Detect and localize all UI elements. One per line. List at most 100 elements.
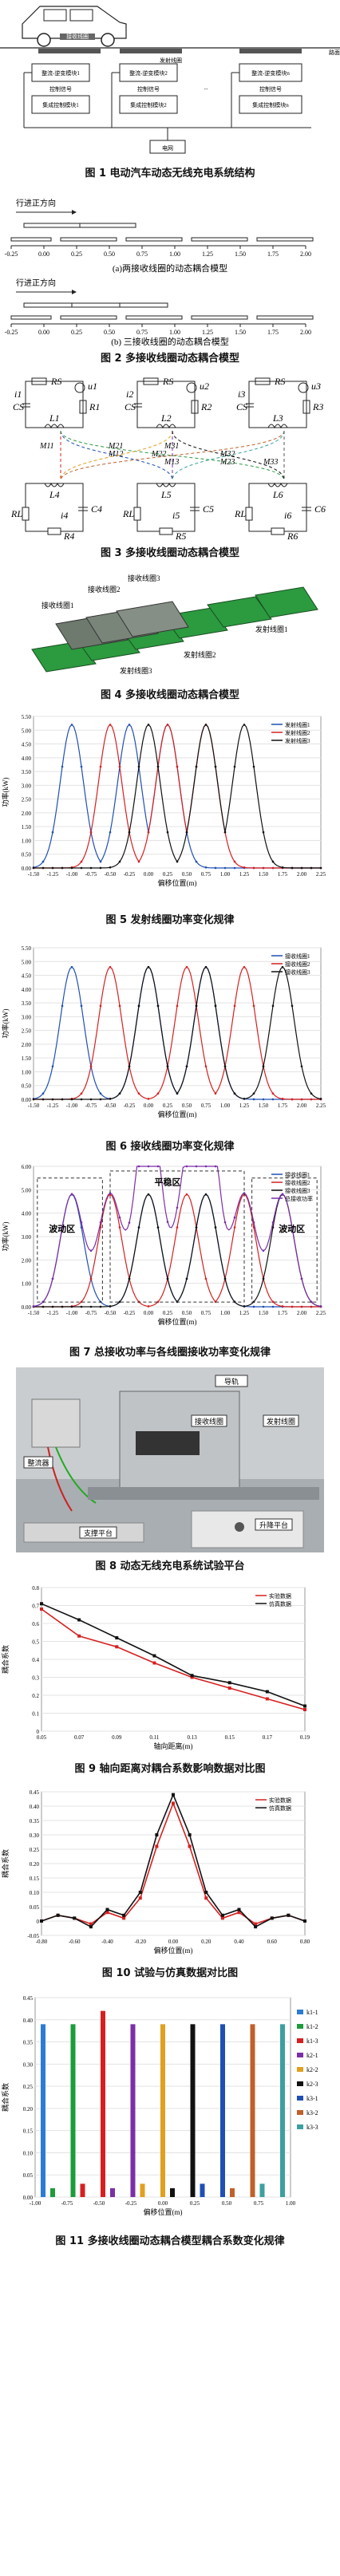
svg-text:集成控制模块2: 集成控制模块2 xyxy=(130,101,167,108)
data-point xyxy=(243,1305,246,1308)
y-tick-label: 0.15 xyxy=(23,2128,34,2135)
figure-4: 接收线圈1 接收线圈2 接收线圈3 发射线圈1 发射线圈2 发射线圈3 图 4 … xyxy=(0,568,340,704)
y-tick-label: 4.00 xyxy=(22,1211,32,1217)
x-tick-label: 0.75 xyxy=(254,2200,264,2207)
mutual-label: M12 xyxy=(108,450,123,459)
data-point xyxy=(99,1004,102,1008)
figure-5-caption: 图 5 发射线圈功率变化规律 xyxy=(105,914,235,926)
svg-text:R6: R6 xyxy=(287,531,298,541)
data-point xyxy=(233,1226,236,1229)
tick-label: 1.50 xyxy=(235,329,246,336)
x-tick-label: -0.75 xyxy=(61,2200,73,2207)
figure-1: 接收线圈 路面 发射线圈 整流-逆变模块1 控制信号 集成控制模块1 整流-逆变… xyxy=(0,0,340,185)
y-tick-label: 0.25 xyxy=(30,1847,40,1853)
y-tick-label: 1.50 xyxy=(22,1055,32,1062)
data-point xyxy=(271,1221,275,1224)
data-point xyxy=(42,1098,45,1101)
data-point xyxy=(243,965,246,968)
x-axis-label: 偏移位置(m) xyxy=(144,2207,183,2216)
data-point xyxy=(109,724,112,726)
y-tick-label: 0.40 xyxy=(23,2018,34,2024)
tick-label: -0.25 xyxy=(5,250,18,258)
y-tick-label: 3.00 xyxy=(22,1234,32,1241)
svg-text:u1: u1 xyxy=(88,381,97,392)
data-point xyxy=(115,1645,119,1649)
x-axis-label: 偏移位置(m) xyxy=(154,1946,193,1955)
data-point xyxy=(56,1913,60,1917)
data-point xyxy=(89,1098,93,1101)
data-point xyxy=(137,1004,140,1008)
module-n: 整流-逆变模块n 控制信号 集成控制模块n xyxy=(239,63,302,114)
module-1: 整流-逆变模块1 控制信号 集成控制模块1 xyxy=(31,63,90,114)
x-tick-label: 1.75 xyxy=(278,1103,288,1109)
data-point xyxy=(77,1634,81,1638)
data-point xyxy=(138,1891,142,1894)
data-point xyxy=(156,1300,160,1304)
mutual-inductance-links: M11 M12 M13 M21 M22 M23 M31 M32 M33 xyxy=(39,430,285,481)
data-point xyxy=(99,1092,102,1095)
y-axis-label: 功率(kW) xyxy=(1,1222,10,1252)
data-point xyxy=(89,1249,93,1252)
bar xyxy=(110,2187,115,2197)
data-point xyxy=(166,724,169,726)
data-point xyxy=(172,1801,175,1805)
legend-entry: 接收线圈3 xyxy=(285,968,310,976)
x-tick-label: 0.25 xyxy=(163,1103,173,1109)
y-tick-label: 0.35 xyxy=(30,1818,40,1825)
x-tick-label: 2.00 xyxy=(297,1103,307,1109)
x-tick-label: -0.25 xyxy=(124,1310,136,1316)
data-point xyxy=(70,866,73,870)
legend-entry: k2-2 xyxy=(306,2066,318,2073)
direction-label-b: 行进正方向 xyxy=(16,278,56,288)
data-point xyxy=(152,1661,156,1665)
data-point xyxy=(243,1192,246,1194)
legend-entry: 总接收功率 xyxy=(285,1195,313,1202)
y-tick-label: 5.50 xyxy=(22,945,32,952)
x-tick-label: 0.75 xyxy=(201,871,212,878)
data-point xyxy=(233,765,236,768)
y-tick-label: 0.50 xyxy=(22,1083,32,1090)
y-tick-label: 0.20 xyxy=(30,1861,40,1868)
data-point xyxy=(281,1098,284,1100)
y-tick-label: 5.00 xyxy=(22,1187,32,1193)
x-tick-label: -1.00 xyxy=(66,871,78,878)
data-point xyxy=(176,765,179,768)
svg-text:RL: RL xyxy=(122,508,134,519)
coupling-coefficient-bar-chart: 0.00 0.05 0.10 0.15 0.20 0.25 0.30 0.35 0.40 0.45… xyxy=(1,1995,318,2216)
data-point xyxy=(99,1305,102,1308)
rectifier-box xyxy=(31,1398,81,1448)
data-point xyxy=(147,1165,150,1168)
data-point xyxy=(204,1896,208,1900)
data-point xyxy=(73,1916,77,1920)
data-point xyxy=(32,1098,35,1101)
data-point xyxy=(204,965,208,968)
data-point xyxy=(89,1277,93,1280)
x-tick-label: 1.25 xyxy=(239,871,250,878)
y-tick-label: 3.50 xyxy=(22,769,32,775)
figure-9-caption: 图 9 轴向距离对耦合系数影响数据对比图 xyxy=(74,1763,266,1775)
transmit-coil-1 xyxy=(38,49,101,53)
x-tick-label: 0.00 xyxy=(158,2200,168,2207)
data-point xyxy=(42,866,45,870)
data-point xyxy=(252,1305,255,1308)
data-point xyxy=(319,866,322,870)
data-point xyxy=(243,866,246,869)
data-point xyxy=(166,1277,169,1280)
svg-text:i1: i1 xyxy=(14,389,22,400)
x-tick-label: 0.25 xyxy=(163,871,173,878)
svg-text:CS: CS xyxy=(236,401,247,412)
x-tick-label: 0.00 xyxy=(144,1103,154,1109)
data-point xyxy=(137,860,140,863)
legend-entry: 发射线圈2 xyxy=(285,729,310,736)
figure-7-caption: 图 7 总接收功率与各线圈接收功率变化规律 xyxy=(69,1347,271,1359)
data-point xyxy=(204,1277,208,1280)
data-point xyxy=(303,1919,306,1923)
data-point xyxy=(99,765,102,768)
data-point xyxy=(80,1092,83,1095)
x-tick-label: 0.13 xyxy=(187,1734,197,1741)
data-point xyxy=(195,1165,198,1168)
subcaption-b: (b) 三接收线圈的动态耦合模型 xyxy=(111,336,229,347)
data-point xyxy=(265,1697,269,1701)
data-point xyxy=(80,1004,83,1008)
x-tick-label: 0.09 xyxy=(112,1734,122,1741)
